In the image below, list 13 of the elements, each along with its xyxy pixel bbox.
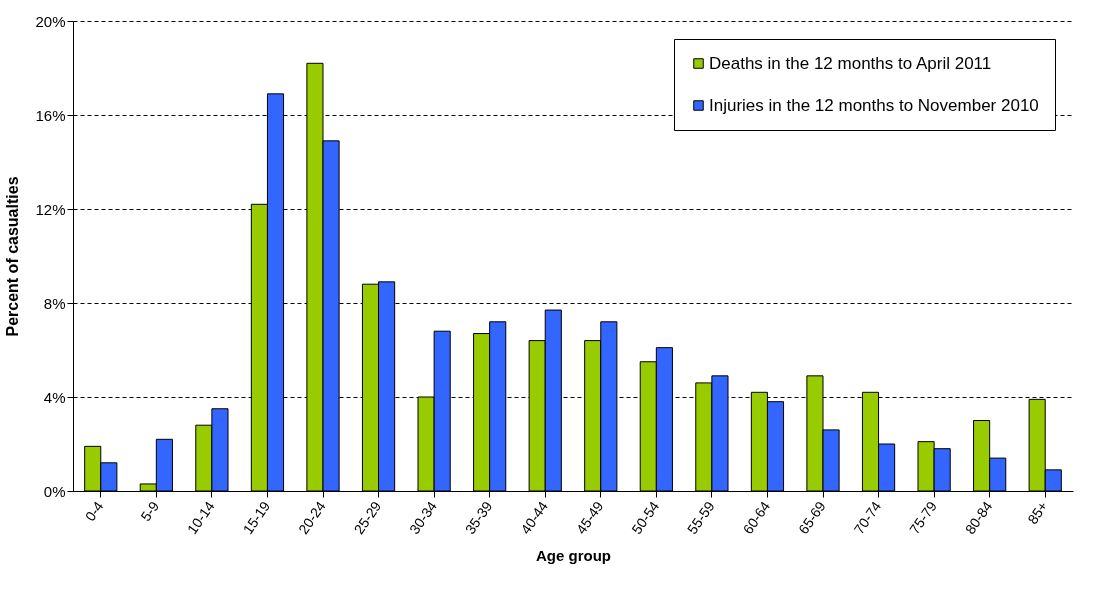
legend-label: Injuries in the 12 months to November 2010 <box>709 95 1039 115</box>
y-tick-label: 8% <box>43 294 66 312</box>
x-axis-title: Age group <box>536 546 611 564</box>
y-tick-label: 12% <box>35 200 66 218</box>
legend-label: Deaths in the 12 months to April 2011 <box>709 53 992 73</box>
x-tick-label: 0-4 <box>81 498 107 525</box>
y-tick-label: 0% <box>43 482 66 500</box>
y-tick-label: 20% <box>35 12 66 30</box>
y-axis-title: Percent of casualties <box>4 176 22 337</box>
y-tick-label: 4% <box>43 388 66 406</box>
x-tick-label: 5-9 <box>137 498 163 525</box>
x-tick-label: 85+ <box>1024 498 1051 527</box>
y-tick-label: 16% <box>35 106 66 124</box>
